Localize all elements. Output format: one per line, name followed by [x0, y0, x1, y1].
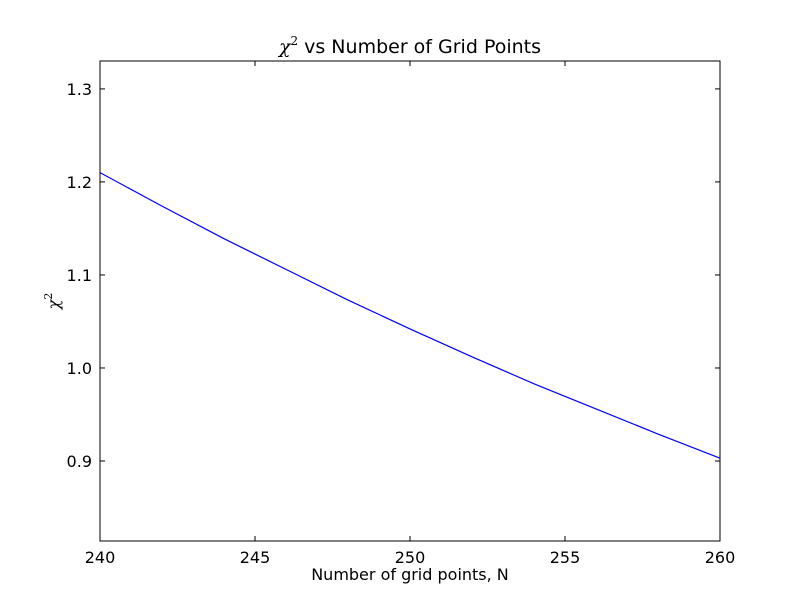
series-layer	[99, 172, 721, 459]
chart-title: χ2 vs Number of Grid Points	[277, 34, 541, 58]
chart-title-superscript: 2	[290, 34, 298, 48]
x-tick-label: 260	[705, 548, 736, 567]
y-axis-label: χ2	[42, 293, 63, 311]
y-tick-label: 1.2	[67, 173, 92, 192]
y-tick-label: 1.0	[67, 359, 92, 378]
series-line	[99, 172, 721, 459]
y-tick-label: 0.9	[67, 452, 92, 471]
y-axis-label-symbol: χ	[44, 298, 63, 310]
chart-title-text: vs Number of Grid Points	[304, 36, 541, 58]
plot-background	[100, 61, 720, 541]
x-tick-label: 245	[240, 548, 271, 567]
plot-frame	[99, 60, 721, 542]
x-tick-label: 250	[395, 548, 426, 567]
ticks-layer: 240 245 250 255 260 0.9 1.0 1.1 1.2 1.3	[67, 61, 736, 567]
y-axis-label-superscript: 2	[42, 293, 55, 300]
y-tick-label: 1.3	[67, 80, 92, 99]
x-axis-label: Number of grid points, N	[311, 565, 509, 584]
y-tick-label: 1.1	[67, 266, 92, 285]
x-tick-label: 255	[550, 548, 581, 567]
chart-title-symbol: χ	[277, 36, 292, 58]
x-tick-label: 240	[85, 548, 116, 567]
